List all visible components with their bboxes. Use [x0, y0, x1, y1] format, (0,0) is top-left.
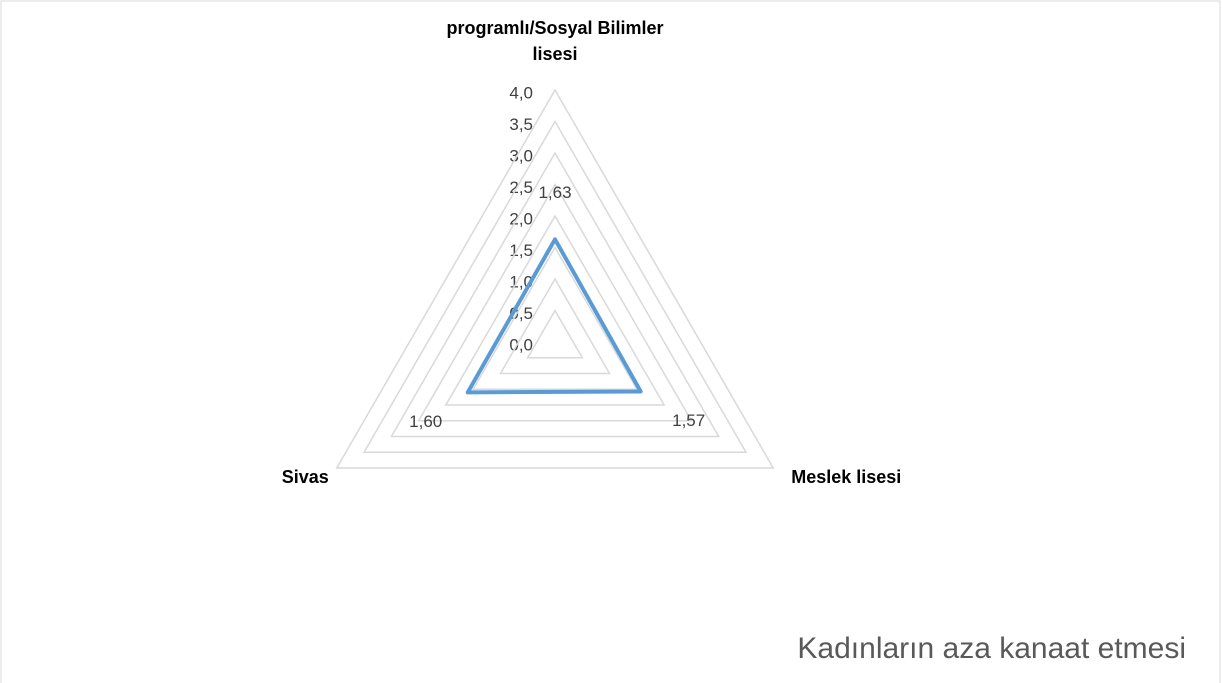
- chart-title: Kadınların aza kanaat etmesi: [797, 632, 1186, 665]
- data-label: 1,60: [409, 412, 442, 431]
- r-tick-label: 2,5: [509, 178, 533, 197]
- data-label: 1,57: [672, 411, 705, 430]
- grid-ring: [335, 88, 775, 469]
- grid-ring: [526, 308, 584, 359]
- grid-ring: [444, 214, 666, 406]
- grid-ring: [390, 151, 720, 438]
- series-line: [465, 237, 643, 395]
- grid-ring: [362, 120, 748, 453]
- grid-ring: [499, 277, 611, 375]
- r-tick-label: 3,5: [509, 115, 533, 134]
- category-label: Meslek lisesi: [791, 467, 901, 487]
- r-tick-label: 3,0: [509, 146, 533, 165]
- grid-ring: [471, 246, 639, 390]
- r-tick-label: 2,0: [509, 209, 533, 228]
- category-label: Sivas: [282, 467, 329, 487]
- r-tick-label: 0,0: [509, 335, 533, 354]
- grid-ring: [417, 182, 693, 422]
- r-tick-label: 1,5: [509, 241, 533, 260]
- data-label: 1,63: [538, 183, 571, 202]
- category-label: programlı/Sosyal Bilimler lisesi: [446, 18, 664, 64]
- r-tick-label: 4,0: [509, 83, 533, 102]
